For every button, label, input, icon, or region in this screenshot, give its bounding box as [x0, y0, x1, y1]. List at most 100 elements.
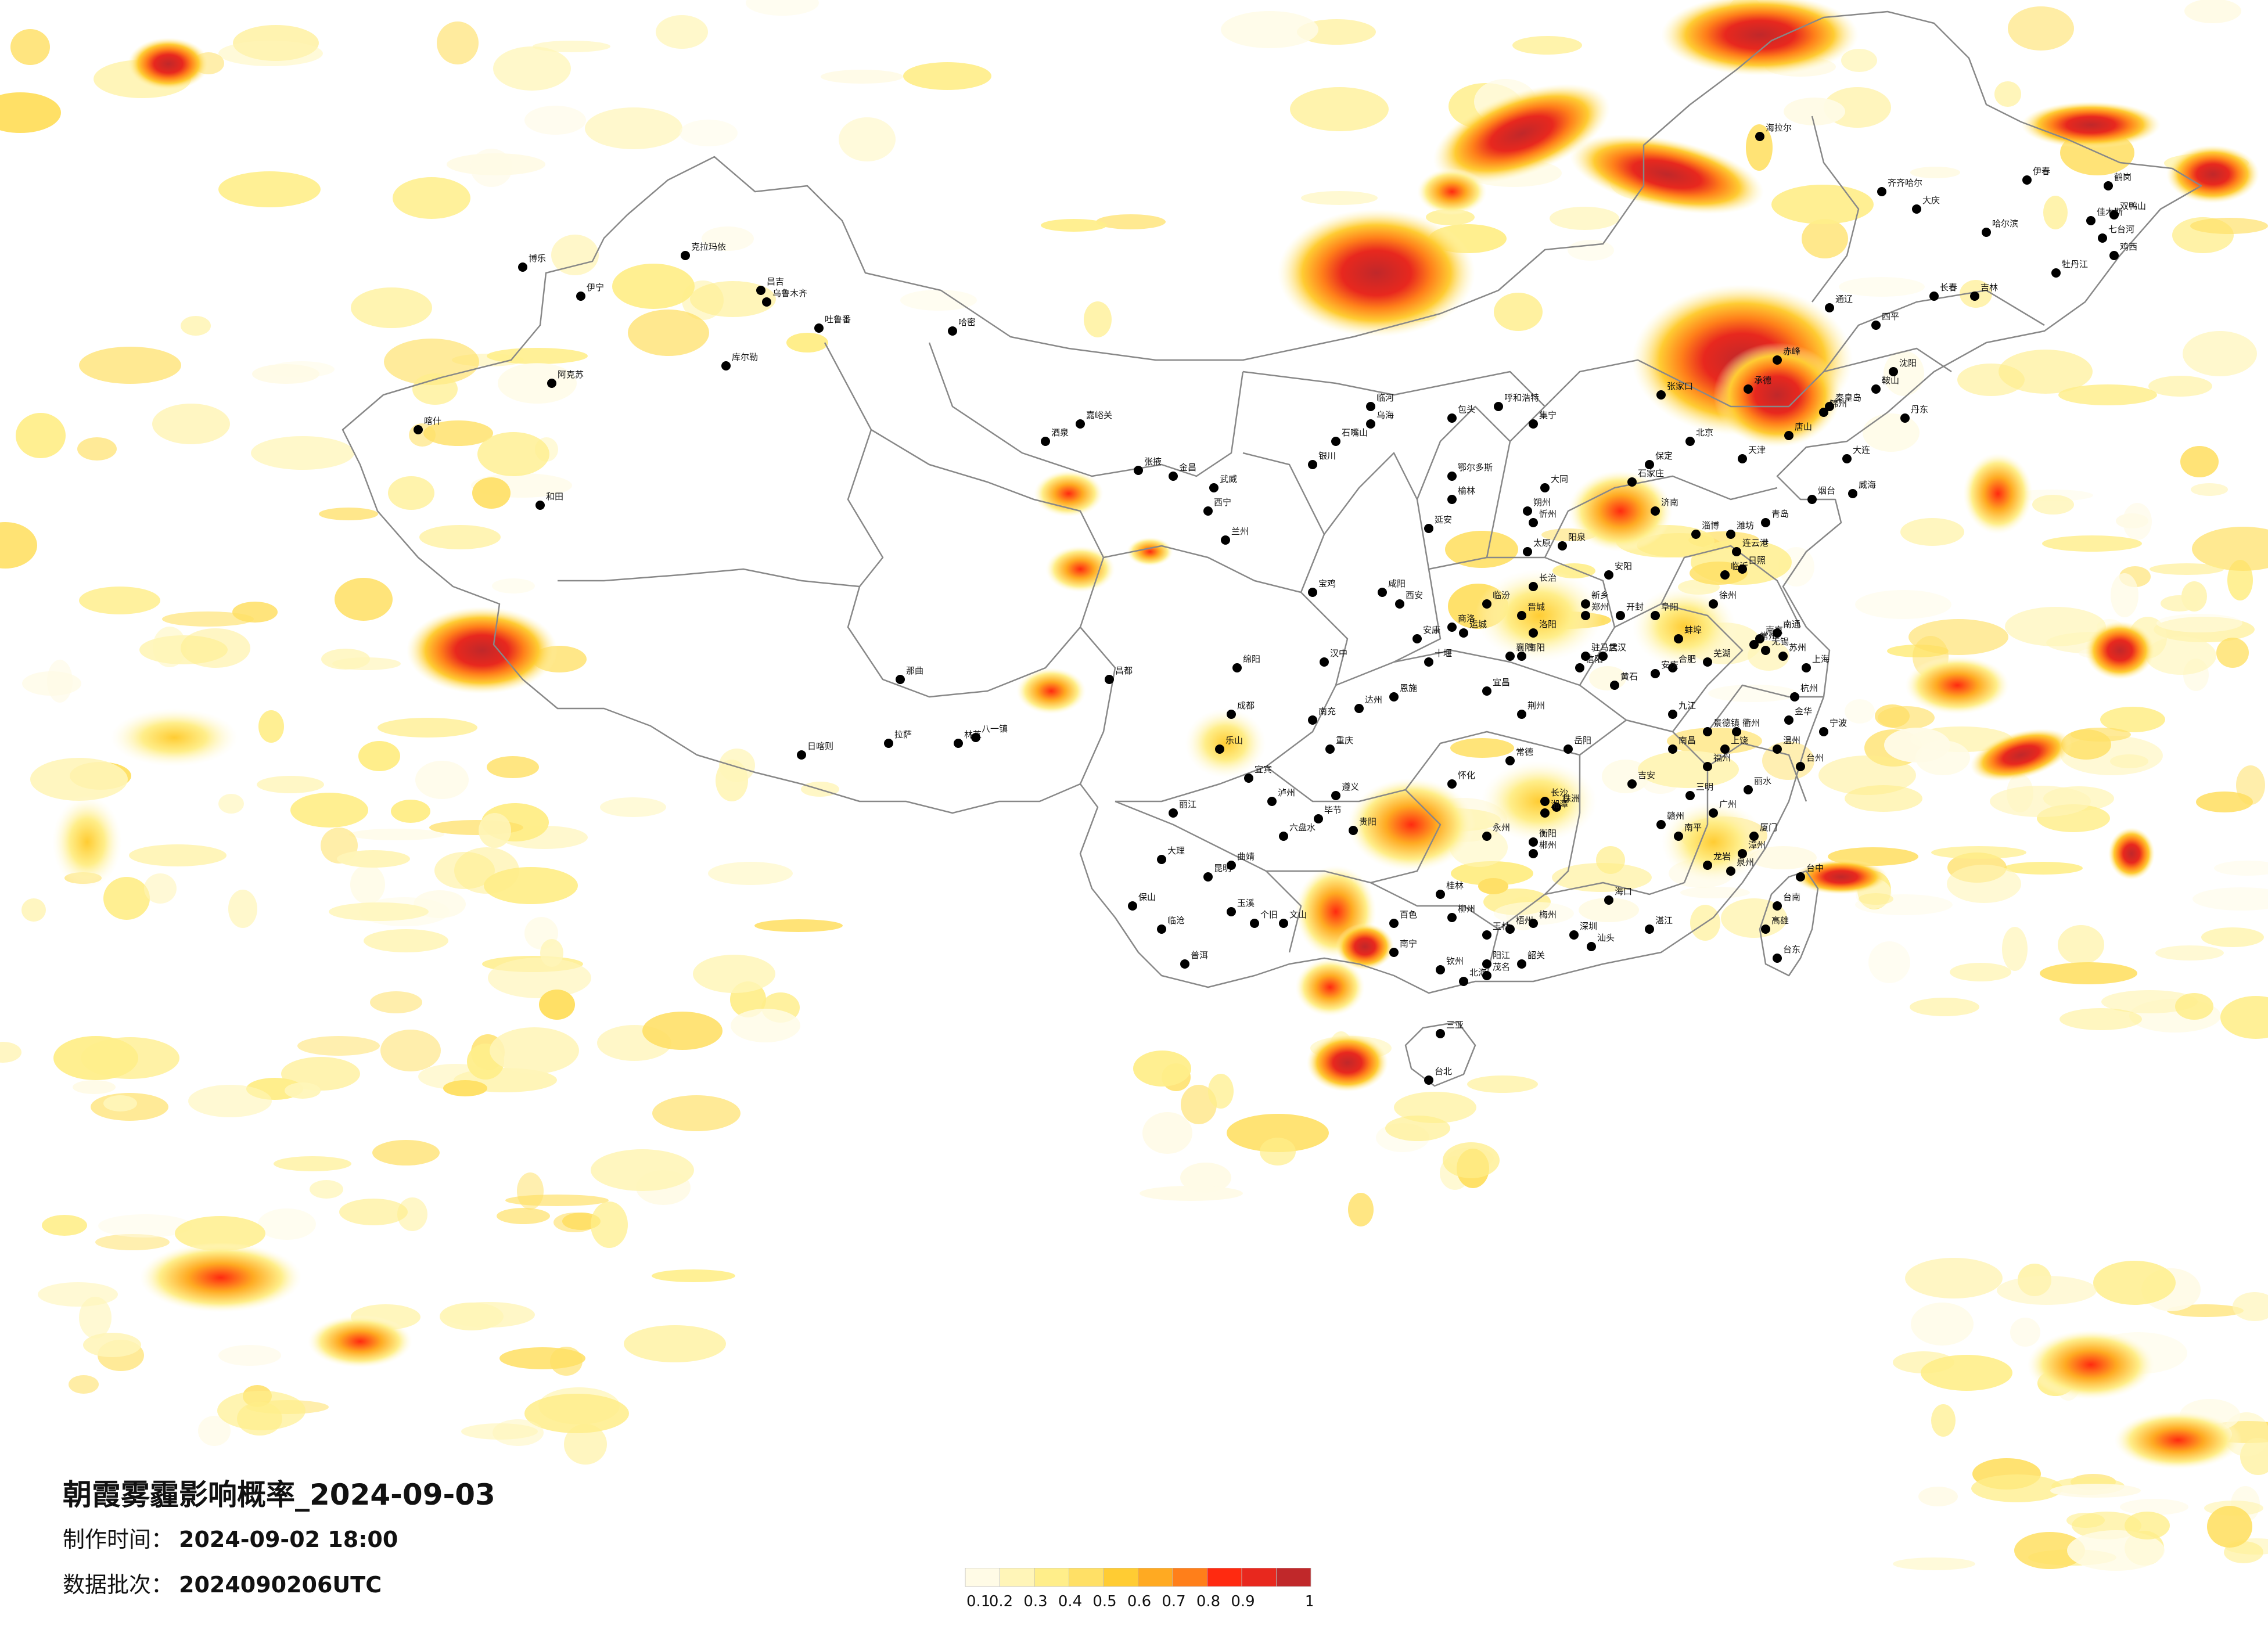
low-probability-patch	[1227, 1114, 1329, 1152]
city-marker	[1802, 663, 1811, 672]
low-probability-patch	[218, 1345, 281, 1366]
city-marker	[1784, 715, 1793, 725]
city-label: 景德镇	[1713, 718, 1739, 728]
city-marker	[1232, 663, 1242, 672]
city-marker	[797, 750, 806, 760]
low-probability-patch	[2183, 331, 2257, 376]
city-label: 日喀则	[807, 741, 833, 751]
city-marker	[1703, 762, 1712, 771]
city-marker	[1616, 611, 1625, 620]
low-probability-patch	[391, 800, 430, 823]
city-label: 乐山	[1225, 735, 1243, 746]
city-marker	[1459, 977, 1468, 986]
low-probability-patch	[1467, 1075, 1538, 1093]
legend-tick-label: 0.6	[1127, 1593, 1151, 1610]
low-probability-patch	[1550, 207, 1619, 230]
city-marker	[1627, 779, 1637, 789]
city-marker	[1482, 930, 1491, 940]
hotspot-gansu	[1127, 537, 1173, 566]
hotspot-tibet-east	[1016, 668, 1086, 714]
city-marker	[1447, 779, 1457, 789]
city-label: 北京	[1696, 427, 1713, 438]
city-marker	[1436, 890, 1445, 899]
color-legend: 0.10.2 0.3 0.4 0.5 0.6 0.7 0.8 0.9 1	[965, 1568, 1313, 1610]
city-marker	[1877, 187, 1886, 196]
city-marker	[1982, 228, 1991, 237]
city-marker	[1447, 623, 1457, 632]
low-probability-patch	[415, 761, 469, 799]
low-probability-patch	[1818, 756, 1916, 795]
low-probability-patch	[1208, 1074, 1234, 1109]
city-marker	[1308, 588, 1317, 597]
city-marker	[1447, 495, 1457, 504]
city-marker	[1436, 1029, 1445, 1038]
hotspot-bengal	[110, 708, 238, 767]
low-probability-patch	[477, 432, 549, 476]
city-label: 百色	[1400, 909, 1417, 920]
low-probability-patch	[2196, 792, 2253, 812]
city-label: 咸阳	[1388, 578, 1406, 589]
city-label: 毕节	[1324, 805, 1342, 815]
low-probability-patch	[1602, 760, 1649, 793]
low-probability-patch	[2150, 563, 2224, 575]
legend-swatch	[1034, 1568, 1069, 1587]
city-marker	[1169, 808, 1178, 818]
city-marker	[2109, 251, 2119, 260]
low-probability-patch	[553, 1213, 596, 1232]
low-probability-patch	[2042, 535, 2142, 552]
city-label: 桂林	[1446, 880, 1464, 891]
city-label: 徐州	[1719, 590, 1737, 600]
city-marker	[1389, 692, 1399, 702]
city-marker	[1744, 785, 1753, 794]
low-probability-patch	[1841, 49, 1877, 72]
city-marker	[1598, 652, 1608, 661]
legend-swatch	[1103, 1568, 1138, 1587]
city-marker	[1529, 518, 1538, 527]
henan-border	[1428, 556, 1616, 686]
low-probability-patch	[2101, 990, 2198, 1013]
hotspot-inner-mongolia-mid	[1417, 168, 1487, 215]
legend-tick-label: 0.1	[966, 1593, 990, 1610]
low-probability-patch	[251, 436, 354, 470]
city-label: 三亚	[1446, 1020, 1464, 1030]
city-label: 乌鲁木齐	[772, 288, 807, 298]
low-probability-patch	[2220, 996, 2268, 1039]
low-probability-patch	[1552, 863, 1652, 892]
low-probability-patch	[492, 578, 535, 593]
city-marker	[1709, 808, 1718, 818]
city-label: 安庆	[1661, 660, 1678, 670]
low-probability-patch	[358, 741, 400, 771]
city-label: 恩施	[1400, 683, 1417, 693]
low-probability-patch	[310, 1180, 343, 1199]
city-marker	[1523, 547, 1532, 556]
city-marker	[1517, 710, 1526, 719]
low-probability-patch	[1918, 1487, 1958, 1506]
low-probability-patch	[0, 522, 37, 569]
low-probability-patch	[524, 106, 586, 135]
city-marker	[1709, 599, 1718, 609]
city-label: 鞍山	[1882, 375, 1899, 386]
city-marker	[1755, 132, 1764, 141]
city-label: 潍坊	[1737, 520, 1754, 531]
low-probability-patch	[419, 525, 501, 549]
legend-tick-label: 0.5	[1092, 1593, 1116, 1610]
city-label: 石嘴山	[1342, 427, 1368, 438]
jiangsu-border	[1660, 545, 1802, 628]
city-marker	[1389, 919, 1399, 928]
city-marker	[1227, 861, 1236, 870]
city-marker	[1447, 913, 1457, 922]
city-label: 临汾	[1493, 590, 1510, 600]
city-label: 烟台	[1818, 485, 1835, 496]
low-probability-patch	[490, 1027, 579, 1074]
low-probability-patch	[2014, 1532, 2085, 1569]
hotspot-qinghai	[1034, 470, 1104, 517]
low-probability-patch	[349, 829, 444, 840]
city-marker	[1610, 681, 1619, 690]
low-probability-patch	[2156, 614, 2242, 632]
hotspot-kazakh-west	[52, 796, 122, 888]
low-probability-patch	[1921, 1355, 2012, 1391]
city-marker	[1685, 437, 1695, 446]
city-label: 荆州	[1527, 700, 1545, 711]
data-batch-value: 2024090206UTC	[179, 1572, 382, 1598]
city-marker	[1157, 924, 1166, 934]
